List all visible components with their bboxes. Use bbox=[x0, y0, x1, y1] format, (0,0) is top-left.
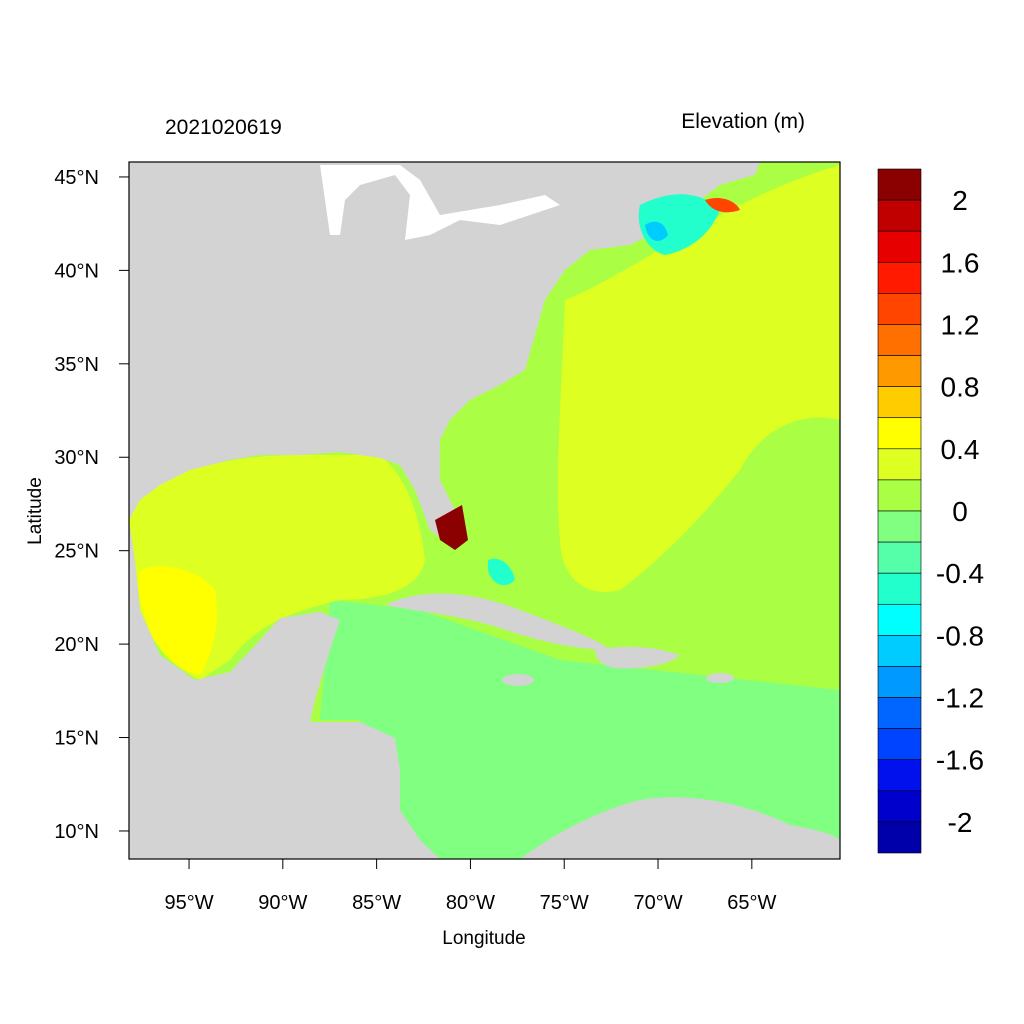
colorbar-swatch bbox=[877, 728, 922, 761]
colorbar-swatch bbox=[877, 666, 922, 698]
y-tick-label: 35°N bbox=[54, 354, 99, 376]
colorbar-swatch bbox=[877, 355, 922, 387]
colorbar-tick-label: -0.4 bbox=[936, 558, 984, 589]
colorbar-swatch bbox=[877, 448, 922, 481]
x-tick-label: 90°W bbox=[258, 892, 307, 914]
timestamp-label: 2021020619 bbox=[165, 116, 282, 139]
great-lakes bbox=[320, 165, 560, 240]
land-puerto-rico bbox=[706, 673, 734, 683]
colorbar-tick-label: -2 bbox=[948, 807, 973, 838]
colorbar-swatch bbox=[877, 635, 922, 667]
y-axis-ticks: 45°N 40°N 35°N 30°N 25°N 20°N 15°N 10°N bbox=[54, 167, 129, 843]
x-tick-label: 70°W bbox=[633, 892, 682, 914]
colorbar-swatch bbox=[877, 541, 922, 574]
bahamas-negative bbox=[488, 558, 515, 586]
y-axis-label: Latitude bbox=[25, 477, 46, 545]
y-tick-label: 45°N bbox=[54, 167, 99, 189]
x-tick-label: 95°W bbox=[164, 892, 213, 914]
y-tick-label: 20°N bbox=[54, 634, 99, 656]
x-tick-label: 65°W bbox=[727, 892, 776, 914]
atlantic-high-band bbox=[557, 165, 840, 592]
y-tick-label: 40°N bbox=[54, 260, 99, 282]
colorbar-swatch bbox=[877, 293, 922, 325]
colorbar-tick-label: 0.4 bbox=[941, 434, 980, 465]
colorbar-swatch bbox=[877, 572, 922, 605]
colorbar-swatch bbox=[877, 759, 922, 792]
colorbar-tick-label: -0.8 bbox=[936, 620, 984, 651]
land-north-america bbox=[129, 162, 760, 545]
colorbar-swatch bbox=[877, 230, 922, 263]
y-tick-label: 25°N bbox=[54, 541, 99, 563]
x-tick-label: 75°W bbox=[540, 892, 589, 914]
cape-cod-negative-core bbox=[645, 221, 668, 241]
x-tick-label: 80°W bbox=[446, 892, 495, 914]
map-area bbox=[129, 162, 840, 859]
colorbar-swatch bbox=[877, 199, 922, 232]
colorbar-swatch bbox=[877, 697, 922, 729]
land-south-america bbox=[520, 797, 840, 859]
x-tick-label: 85°W bbox=[352, 892, 401, 914]
colorbar-tick-label: 0 bbox=[952, 496, 968, 527]
colorbar-swatch bbox=[877, 168, 922, 201]
variable-title: Elevation (m) bbox=[681, 110, 805, 133]
colorbar-swatch bbox=[877, 790, 922, 823]
colorbar-tick-label: -1.2 bbox=[936, 683, 984, 714]
colorbar-swatch bbox=[877, 324, 922, 356]
land-cuba bbox=[385, 593, 610, 650]
colorbar-swatch bbox=[877, 261, 922, 294]
land-hispaniola bbox=[595, 646, 680, 669]
map-frame bbox=[128, 161, 841, 860]
x-axis-ticks: 95°W 90°W 85°W 80°W 75°W 70°W 65°W bbox=[164, 859, 777, 914]
y-tick-label: 10°N bbox=[54, 821, 99, 843]
colorbar-tick-label: 2 bbox=[952, 185, 968, 216]
land-jamaica bbox=[502, 674, 534, 686]
x-axis-label: Longitude bbox=[442, 928, 525, 949]
colorbar-swatch bbox=[877, 603, 922, 636]
nova-scotia-positive bbox=[705, 198, 740, 213]
colorbar-swatch bbox=[877, 479, 922, 512]
colorbar-swatch bbox=[877, 386, 922, 419]
colorbar-tick-label: -1.6 bbox=[936, 745, 984, 776]
colorbar-labels: 2 1.6 1.2 0.8 0.4 0 -0.4 -0.8 -1.2 -1.6 -2 bbox=[936, 185, 984, 838]
y-tick-label: 15°N bbox=[54, 728, 99, 750]
colorbar-tick-label: 1.2 bbox=[941, 309, 980, 340]
colorbar-swatch bbox=[877, 510, 922, 543]
caribbean-sea-field bbox=[320, 600, 840, 859]
colorbar bbox=[877, 168, 922, 854]
colorbar-swatch bbox=[877, 417, 922, 450]
colorbar-tick-label: 1.6 bbox=[941, 247, 980, 278]
y-tick-label: 30°N bbox=[54, 447, 99, 469]
gulf-western-shelf bbox=[138, 566, 217, 675]
colorbar-tick-label: 0.8 bbox=[941, 372, 980, 403]
land-central-america bbox=[129, 520, 440, 859]
florida-surge-max bbox=[435, 505, 468, 550]
colorbar-swatch bbox=[877, 821, 922, 854]
